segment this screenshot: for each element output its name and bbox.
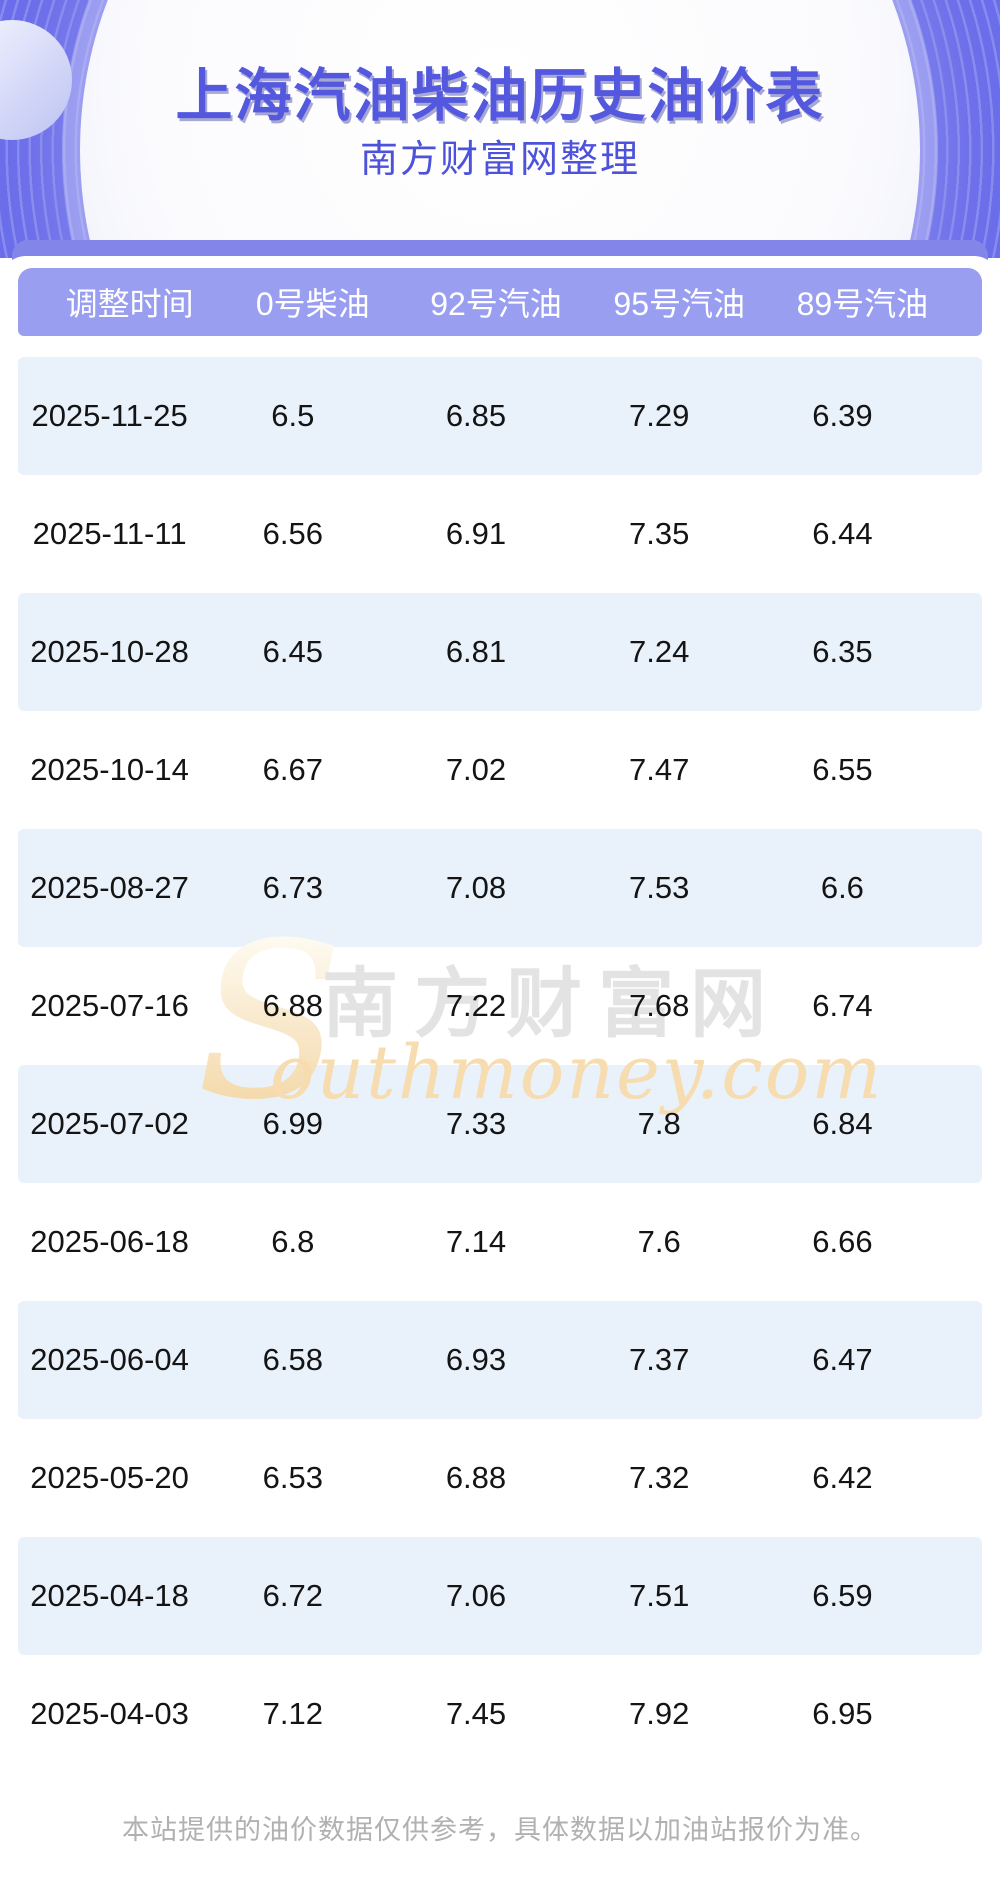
price-cell: 7.29 — [629, 398, 690, 433]
date-cell: 2025-10-14 — [30, 752, 189, 787]
price-cell: 6.42 — [812, 1460, 873, 1495]
date-cell: 2025-05-20 — [30, 1460, 189, 1495]
price-cell: 6.53 — [262, 1460, 323, 1495]
table-row: 2025-10-14 6.67 7.02 7.47 6.55 — [18, 711, 982, 829]
price-cell: 6.66 — [812, 1224, 873, 1259]
price-cell: 6.88 — [262, 988, 323, 1023]
price-cell: 6.35 — [812, 634, 873, 669]
price-cell: 7.14 — [445, 1224, 507, 1259]
price-cell: 6.74 — [812, 988, 873, 1023]
price-cell: 6.5 — [271, 398, 315, 433]
column-header-adjust-time: 调整时间 — [65, 286, 194, 322]
price-cell: 7.06 — [445, 1578, 507, 1613]
table-header-row: 调整时间 0号柴油 92号汽油 95号汽油 89号汽油 — [18, 268, 982, 336]
price-cell: 7.24 — [629, 634, 690, 669]
table-row: 2025-04-18 6.72 7.06 7.51 6.59 — [18, 1537, 982, 1655]
date-cell: 2025-07-16 — [30, 988, 189, 1023]
price-cell: 6.72 — [262, 1578, 323, 1613]
price-cell: 6.73 — [262, 870, 323, 905]
price-cell: 7.6 — [637, 1224, 681, 1259]
price-cell: 6.45 — [262, 634, 323, 669]
price-cell: 6.93 — [445, 1342, 507, 1377]
price-cell: 7.33 — [445, 1106, 507, 1141]
price-cell: 6.56 — [262, 516, 323, 551]
banner-white-blob — [80, 0, 920, 258]
price-cell: 7.45 — [445, 1696, 507, 1731]
column-header-gas-92: 92号汽油 — [430, 286, 562, 322]
price-cell: 7.32 — [629, 1460, 690, 1495]
page-title: 上海汽油柴油历史油价表 — [175, 64, 825, 128]
date-cell: 2025-11-11 — [32, 516, 187, 551]
table-row: 2025-07-02 6.99 7.33 7.8 6.84 — [18, 1065, 982, 1183]
price-cell: 6.67 — [262, 752, 323, 787]
table-row: 2025-05-20 6.53 6.88 7.32 6.42 — [18, 1419, 982, 1537]
table-row: 2025-06-04 6.58 6.93 7.37 6.47 — [18, 1301, 982, 1419]
price-cell: 6.6 — [820, 870, 864, 905]
date-cell: 2025-04-18 — [30, 1578, 189, 1613]
price-cell: 6.44 — [812, 516, 873, 551]
price-cell: 7.37 — [629, 1342, 690, 1377]
price-cell: 7.8 — [637, 1106, 681, 1141]
price-cell: 6.55 — [812, 752, 873, 787]
price-cell: 6.58 — [262, 1342, 323, 1377]
price-cell: 7.68 — [629, 988, 690, 1023]
date-cell: 2025-10-28 — [30, 634, 189, 669]
date-cell: 2025-06-04 — [30, 1342, 189, 1377]
column-header-diesel-0: 0号柴油 — [255, 286, 370, 322]
table-card: 调整时间 0号柴油 92号汽油 95号汽油 89号汽油 2025-11-25 6.… — [0, 256, 1000, 1880]
price-cell: 6.8 — [271, 1224, 315, 1259]
date-cell: 2025-07-02 — [30, 1106, 189, 1141]
price-cell: 6.59 — [812, 1578, 873, 1613]
page-subtitle: 南方财富网整理 — [359, 139, 640, 181]
table-row: 2025-10-28 6.45 6.81 7.24 6.35 — [18, 593, 982, 711]
table-row: 2025-11-25 6.5 6.85 7.29 6.39 — [18, 357, 982, 475]
footer-disclaimer: 本站提供的油价数据仅供参考，具体数据以加油站报价为准。 — [122, 1815, 878, 1845]
table-row: 2025-08-27 6.73 7.08 7.53 6.6 — [18, 829, 982, 947]
price-cell: 7.35 — [629, 516, 690, 551]
banner: 上海汽油柴油历史油价表 南方财富网整理 — [0, 0, 1000, 258]
price-cell: 6.99 — [262, 1106, 323, 1141]
date-cell: 2025-08-27 — [30, 870, 189, 905]
price-cell: 6.81 — [445, 634, 507, 669]
price-cell: 7.51 — [629, 1578, 690, 1613]
price-cell: 7.08 — [445, 870, 507, 905]
price-cell: 6.47 — [812, 1342, 873, 1377]
date-cell: 2025-06-18 — [30, 1224, 189, 1259]
column-header-gas-89: 89号汽油 — [796, 286, 929, 322]
price-cell: 7.02 — [445, 752, 507, 787]
date-cell: 2025-11-25 — [31, 398, 188, 433]
table-body: 2025-11-25 6.5 6.85 7.29 6.39 2025-11-11 6.56 6… — [18, 357, 982, 1773]
date-cell: 2025-04-03 — [30, 1696, 189, 1731]
table-row: 2025-11-11 6.56 6.91 7.35 6.44 — [18, 475, 982, 593]
price-cell: 6.39 — [812, 398, 873, 433]
table-row: 2025-04-03 7.12 7.45 7.92 6.95 — [18, 1655, 982, 1773]
price-cell: 6.88 — [445, 1460, 507, 1495]
price-cell: 7.47 — [629, 752, 690, 787]
price-cell: 7.92 — [629, 1696, 690, 1731]
price-cell: 7.53 — [629, 870, 690, 905]
price-cell: 6.91 — [445, 516, 507, 551]
price-cell: 7.22 — [445, 988, 507, 1023]
price-cell: 6.95 — [812, 1696, 873, 1731]
table-row: 2025-07-16 6.88 7.22 7.68 6.74 — [18, 947, 982, 1065]
price-cell: 6.84 — [812, 1106, 873, 1141]
table-row: 2025-06-18 6.8 7.14 7.6 6.66 — [18, 1183, 982, 1301]
price-cell: 7.12 — [262, 1696, 323, 1731]
price-cell: 6.85 — [445, 398, 507, 433]
column-header-gas-95: 95号汽油 — [613, 286, 745, 322]
